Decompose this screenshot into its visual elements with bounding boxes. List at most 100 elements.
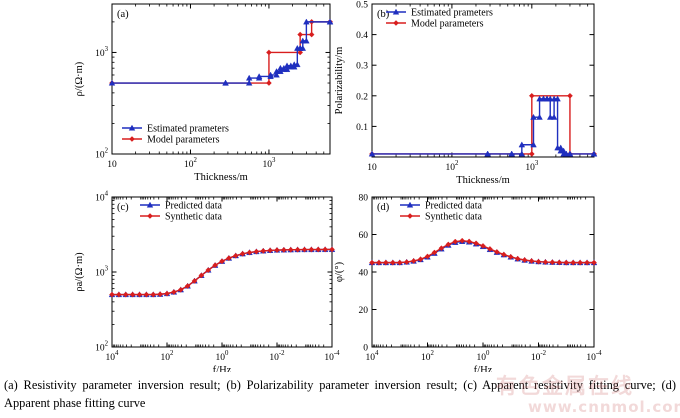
x-tick-label: 103	[262, 157, 276, 170]
data-point	[239, 250, 246, 257]
x-tick-label: 10-4	[586, 350, 602, 363]
data-point	[143, 291, 150, 298]
data-point	[369, 259, 375, 266]
series-line	[112, 21, 330, 84]
data-point	[267, 247, 274, 254]
data-point	[294, 61, 301, 68]
data-point	[546, 95, 554, 102]
y-tick-label: 0.4	[356, 31, 368, 41]
data-point	[198, 272, 205, 279]
legend-label: Estimated prameters	[147, 124, 229, 135]
data-point	[253, 248, 260, 255]
data-point	[299, 44, 307, 51]
x-tick-label: 100	[216, 350, 230, 363]
x-tick-label: 102	[445, 160, 459, 173]
data-point	[232, 252, 239, 259]
data-point	[528, 258, 535, 264]
legend-label: Predicted data	[165, 201, 222, 212]
panel-label: (c)	[117, 202, 129, 213]
data-point	[536, 113, 543, 120]
data-point	[396, 259, 403, 266]
y-tick-label: 80	[359, 194, 369, 204]
x-tick-label: 10	[367, 163, 377, 173]
data-point	[466, 238, 473, 245]
legend-label: Synthetic data	[165, 212, 222, 223]
data-point	[563, 259, 570, 266]
data-point	[521, 257, 528, 263]
data-point	[452, 238, 459, 245]
y-tick-label: 102	[95, 148, 109, 161]
data-point	[514, 255, 521, 262]
data-point	[431, 249, 438, 256]
data-point	[567, 92, 573, 99]
y-tick-label: 102	[95, 341, 109, 354]
data-point	[266, 80, 272, 86]
data-point	[530, 141, 537, 148]
data-point	[315, 246, 322, 253]
data-point	[267, 71, 274, 78]
x-tick-label: 10	[107, 160, 117, 170]
y-tick-label: 60	[359, 231, 369, 241]
data-point	[308, 31, 315, 38]
legend-label: Predicted data	[425, 201, 482, 212]
data-point	[109, 291, 115, 298]
data-point	[549, 259, 556, 266]
data-point	[177, 286, 184, 293]
data-point	[528, 92, 535, 99]
legend-marker	[147, 213, 153, 219]
data-point	[556, 259, 563, 266]
x-tick-label: 102	[421, 350, 435, 363]
data-point	[417, 256, 424, 263]
data-point	[500, 251, 507, 258]
y-tick-label: 20	[359, 306, 369, 316]
data-point	[225, 255, 232, 262]
x-tick-label: 10-4	[324, 350, 340, 363]
figure-caption: (a) Resistivity parameter inversion resu…	[4, 378, 676, 410]
data-point	[297, 49, 304, 56]
data-point	[389, 259, 396, 266]
series-line	[112, 248, 333, 296]
y-tick-label: 0.5	[356, 1, 368, 11]
x-axis-label: f/Hz	[213, 365, 232, 372]
data-point	[245, 74, 253, 81]
data-point	[554, 95, 561, 102]
data-point	[212, 262, 219, 269]
data-point	[303, 37, 310, 44]
plot-frame	[371, 3, 595, 158]
chart-panel: 10 102 103 0.1 0.2 0.3 0.4 0.5 (b) Thickness/m Pol…	[334, 1, 598, 186]
legend-label: Estimated prameters	[411, 8, 493, 19]
data-point	[329, 246, 335, 253]
data-point	[376, 259, 382, 266]
data-point	[550, 113, 558, 120]
data-point	[274, 247, 280, 253]
data-point	[518, 141, 526, 148]
y-tick-label: 0.2	[356, 92, 368, 102]
data-point	[219, 258, 225, 265]
plot-frame	[111, 196, 333, 348]
data-point	[184, 283, 191, 289]
series-line	[112, 248, 333, 296]
plot-frame	[371, 196, 595, 348]
data-point	[108, 79, 116, 86]
data-point	[157, 291, 164, 298]
chart-panel: 104 102 100 10-2 10-4102103104(c)f/Hzρa/(Ω·m…	[74, 191, 340, 373]
data-point	[528, 151, 535, 157]
data-point	[473, 240, 479, 247]
data-point	[518, 150, 526, 157]
data-point	[122, 291, 129, 298]
data-point	[542, 259, 549, 265]
y-tick-label: 103	[95, 266, 109, 279]
y-tick-label: 0.1	[356, 123, 368, 133]
data-point	[484, 150, 491, 157]
x-tick-label: 10-2	[269, 350, 285, 363]
data-point	[205, 267, 212, 273]
data-point	[530, 113, 537, 120]
legend-marker	[146, 201, 154, 208]
data-point	[245, 79, 253, 86]
watermark-url: www.cnnmol.com	[528, 398, 680, 416]
data-point	[584, 259, 590, 266]
y-axis-label: Polarizability/m	[334, 47, 345, 115]
data-point	[170, 289, 177, 295]
y-tick-label: 40	[359, 269, 369, 279]
y-tick-label: 103	[95, 46, 109, 59]
